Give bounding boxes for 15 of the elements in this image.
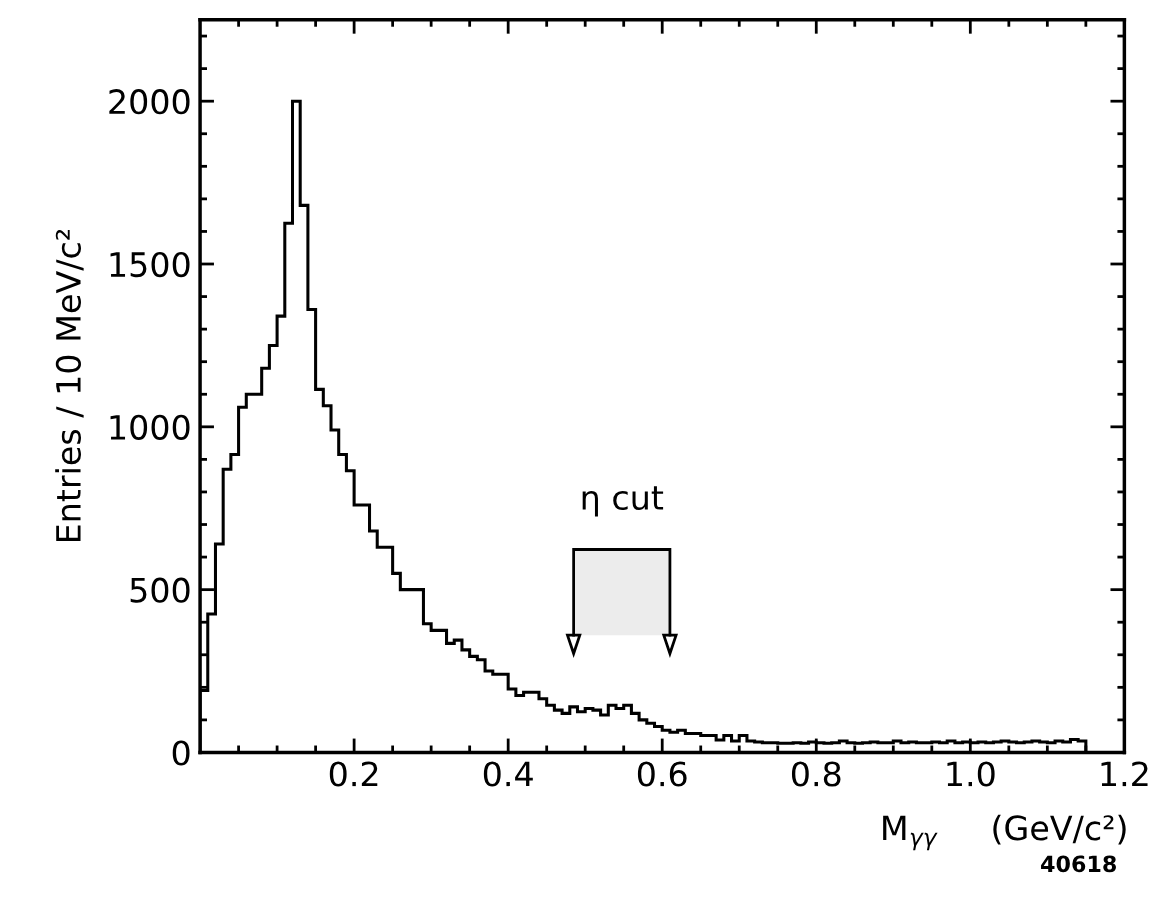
x-tick-label: 1.2 — [1101, 761, 1148, 787]
y-tick-label: 0 — [172, 740, 190, 766]
text: M$_{γγ}$ (GeV/c²) — [883, 814, 1126, 851]
x-tick-label: 0.8 — [791, 761, 841, 787]
text: 40618 — [1041, 855, 1116, 873]
y-tick-label: 2000 — [109, 89, 190, 115]
x-tick-label: 1.0 — [947, 761, 995, 787]
y-tick-label: 1500 — [110, 251, 190, 278]
x-tick-label: 0.4 — [483, 761, 533, 787]
x-tick-label: 0.2 — [329, 761, 378, 787]
y-tick-label: 1000 — [110, 414, 190, 440]
band-label: η cut — [582, 486, 664, 517]
y-axis-title: Entries / 10 MeV/c² — [55, 229, 84, 542]
y-tick-label: 500 — [130, 577, 190, 603]
x-tick-label: 0.6 — [637, 761, 687, 787]
